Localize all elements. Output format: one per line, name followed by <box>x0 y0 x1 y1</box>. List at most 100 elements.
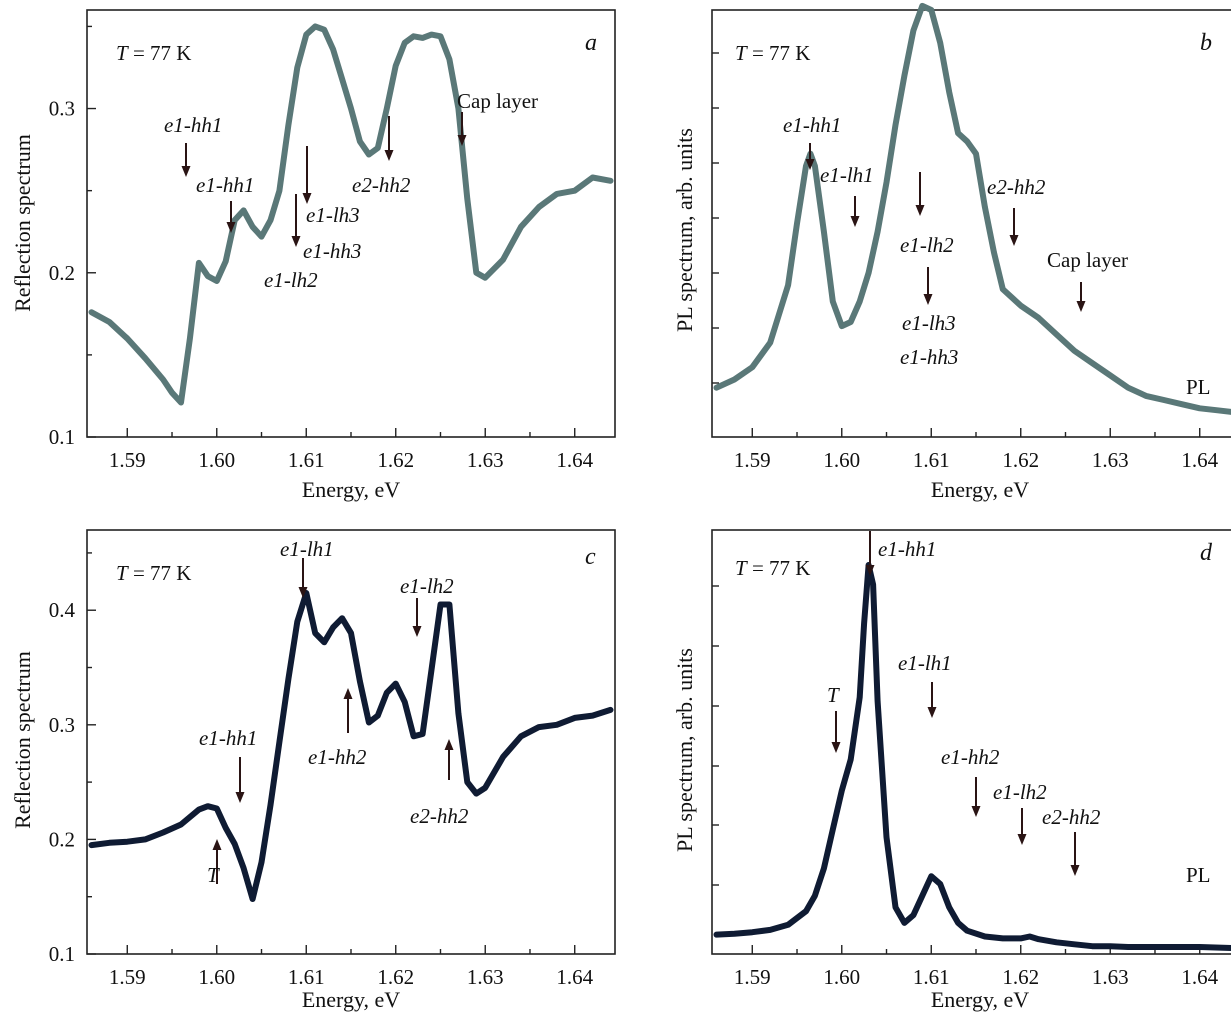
annotation-e1-lh2-d: e1-lh2 <box>993 780 1047 804</box>
y-tick-label: 0.1 <box>49 942 75 966</box>
arrows-d <box>831 531 1080 876</box>
arrow-head <box>444 739 454 750</box>
x-tick-label: 1.62 <box>1002 448 1039 472</box>
x-axis-title-b: Energy, eV <box>931 477 1029 502</box>
x-tick-label: 1.61 <box>288 965 325 989</box>
arrows-b <box>805 143 1086 312</box>
y-axis-title-b: PL spectrum, arb. units <box>672 128 697 332</box>
arrow-head <box>212 839 222 850</box>
arrow-head <box>1070 865 1080 876</box>
annotation-e2-hh2-b: e2-hh2 <box>987 175 1046 199</box>
x-tick-label: 1.60 <box>823 965 860 989</box>
panel-letter-d: d <box>1200 540 1213 566</box>
annotation-e1-lh2-c: e1-lh2 <box>400 574 454 598</box>
arrow-head <box>1017 834 1027 845</box>
annotation-e1-hh2-c: e1-hh2 <box>308 745 367 769</box>
arrow-head <box>865 565 875 576</box>
x-tick-label: 1.59 <box>734 965 771 989</box>
arrow-head <box>927 707 937 718</box>
series-label-pl-b: PL <box>1186 375 1211 399</box>
arrow-head <box>1076 301 1086 312</box>
arrows-c <box>212 558 454 884</box>
y-ticks-b <box>712 52 719 384</box>
annotation-e1-lh2-a: e1-lh2 <box>264 268 318 292</box>
arrow-head <box>971 806 981 817</box>
x-tick-label: 1.63 <box>1092 965 1129 989</box>
arrow-head <box>298 587 308 598</box>
panel-b: 1.59 1.60 1.61 1.62 1.63 1.64 T = 77 K b PL E… <box>672 2 1231 502</box>
arrow-head <box>302 193 312 204</box>
annotation-e1-hh1-b: e1-hh1 <box>783 113 841 137</box>
x-tick-label: 1.59 <box>109 448 146 472</box>
x-tick-label: 1.63 <box>1092 448 1129 472</box>
x-axis-title-a: Energy, eV <box>302 477 400 502</box>
panel-d: 1.59 1.60 1.61 1.62 1.63 1.64 T = 77 K d PL E… <box>672 529 1231 1012</box>
panel-c: 1.59 1.60 1.61 1.62 1.63 1.64 0.1 0.2 0.3 0.4 T … <box>10 529 616 1012</box>
x-ticks-a: 1.59 1.60 1.61 1.62 1.63 1.64 <box>109 428 594 472</box>
annotation-e1-lh2-b: e1-lh2 <box>900 233 954 257</box>
annotation-t-d: T <box>827 683 840 707</box>
arrow-head <box>915 205 925 216</box>
pl-curve-d <box>713 562 1231 952</box>
arrow-head <box>923 294 933 305</box>
x-tick-label: 1.59 <box>734 448 771 472</box>
annotation-e1-hh1-a1: e1-hh1 <box>164 113 222 137</box>
annotation-e2-hh2-a: e2-hh2 <box>352 173 411 197</box>
temperature-label-b: T = 77 K <box>735 41 810 65</box>
x-tick-label: 1.62 <box>377 965 414 989</box>
annotation-cap-layer-b: Cap layer <box>1047 248 1128 272</box>
temperature-label-c: T = 77 K <box>116 561 191 585</box>
annotation-e1-lh1-b: e1-lh1 <box>820 163 874 187</box>
panel-letter-a: a <box>585 30 597 56</box>
x-tick-label: 1.64 <box>1181 448 1218 472</box>
x-ticks-b: 1.59 1.60 1.61 1.62 1.63 1.64 <box>734 428 1219 472</box>
plot-frame-c <box>86 529 616 955</box>
arrow-head <box>831 742 841 753</box>
x-tick-label: 1.64 <box>1181 965 1218 989</box>
y-tick-label: 0.3 <box>49 97 75 121</box>
annotation-e1-lh1-d: e1-lh1 <box>898 651 952 675</box>
x-tick-label: 1.62 <box>377 448 414 472</box>
panel-letter-c: c <box>585 544 596 570</box>
pl-curve-b <box>713 2 1231 415</box>
y-tick-label: 0.2 <box>49 827 75 851</box>
arrow-head <box>805 159 815 170</box>
y-ticks-a: 0.1 0.2 0.3 <box>49 25 96 449</box>
reflection-curve-a <box>88 23 614 406</box>
y-ticks-c: 0.1 0.2 0.3 0.4 <box>49 552 96 966</box>
annotation-e1-hh1-c: e1-hh1 <box>199 726 257 750</box>
y-axis-title-c: Reflection spectrum <box>10 651 35 829</box>
panel-letter-b: b <box>1200 30 1212 56</box>
temperature-label-d: T = 77 K <box>735 556 810 580</box>
x-tick-label: 1.64 <box>556 448 593 472</box>
y-axis-title-d: PL spectrum, arb. units <box>672 648 697 852</box>
panel-a: 1.59 1.60 1.61 1.62 1.63 1.64 0.1 0.2 0.3 T = 7… <box>10 9 616 502</box>
annotation-e1-hh3-b: e1-hh3 <box>900 345 958 369</box>
y-tick-label: 0.3 <box>49 713 75 737</box>
arrow-head <box>226 222 236 233</box>
annotation-e1-hh1-a2: e1-hh1 <box>196 173 254 197</box>
x-tick-label: 1.62 <box>1002 965 1039 989</box>
arrow-head <box>291 236 301 247</box>
x-tick-label: 1.60 <box>823 448 860 472</box>
annotation-e1-lh3-b: e1-lh3 <box>902 311 956 335</box>
x-tick-label: 1.63 <box>467 448 504 472</box>
x-tick-label: 1.63 <box>467 965 504 989</box>
series-label-pl-d: PL <box>1186 863 1211 887</box>
annotation-t-c: T <box>207 863 220 887</box>
plot-frame-d <box>711 529 1231 955</box>
x-ticks-d: 1.59 1.60 1.61 1.62 1.63 1.64 <box>734 945 1219 989</box>
x-tick-label: 1.60 <box>198 448 235 472</box>
annotation-e1-hh3-a: e1-hh3 <box>303 239 361 263</box>
x-tick-label: 1.60 <box>198 965 235 989</box>
y-tick-label: 0.2 <box>49 261 75 285</box>
x-tick-label: 1.64 <box>556 965 593 989</box>
x-tick-label: 1.59 <box>109 965 146 989</box>
y-axis-title-a: Reflection spectrum <box>10 134 35 312</box>
x-tick-label: 1.61 <box>288 448 325 472</box>
annotation-cap-layer-a: Cap layer <box>457 89 538 113</box>
y-tick-label: 0.1 <box>49 425 75 449</box>
y-ticks-d <box>712 585 719 886</box>
annotation-e1-lh3-a: e1-lh3 <box>306 203 360 227</box>
